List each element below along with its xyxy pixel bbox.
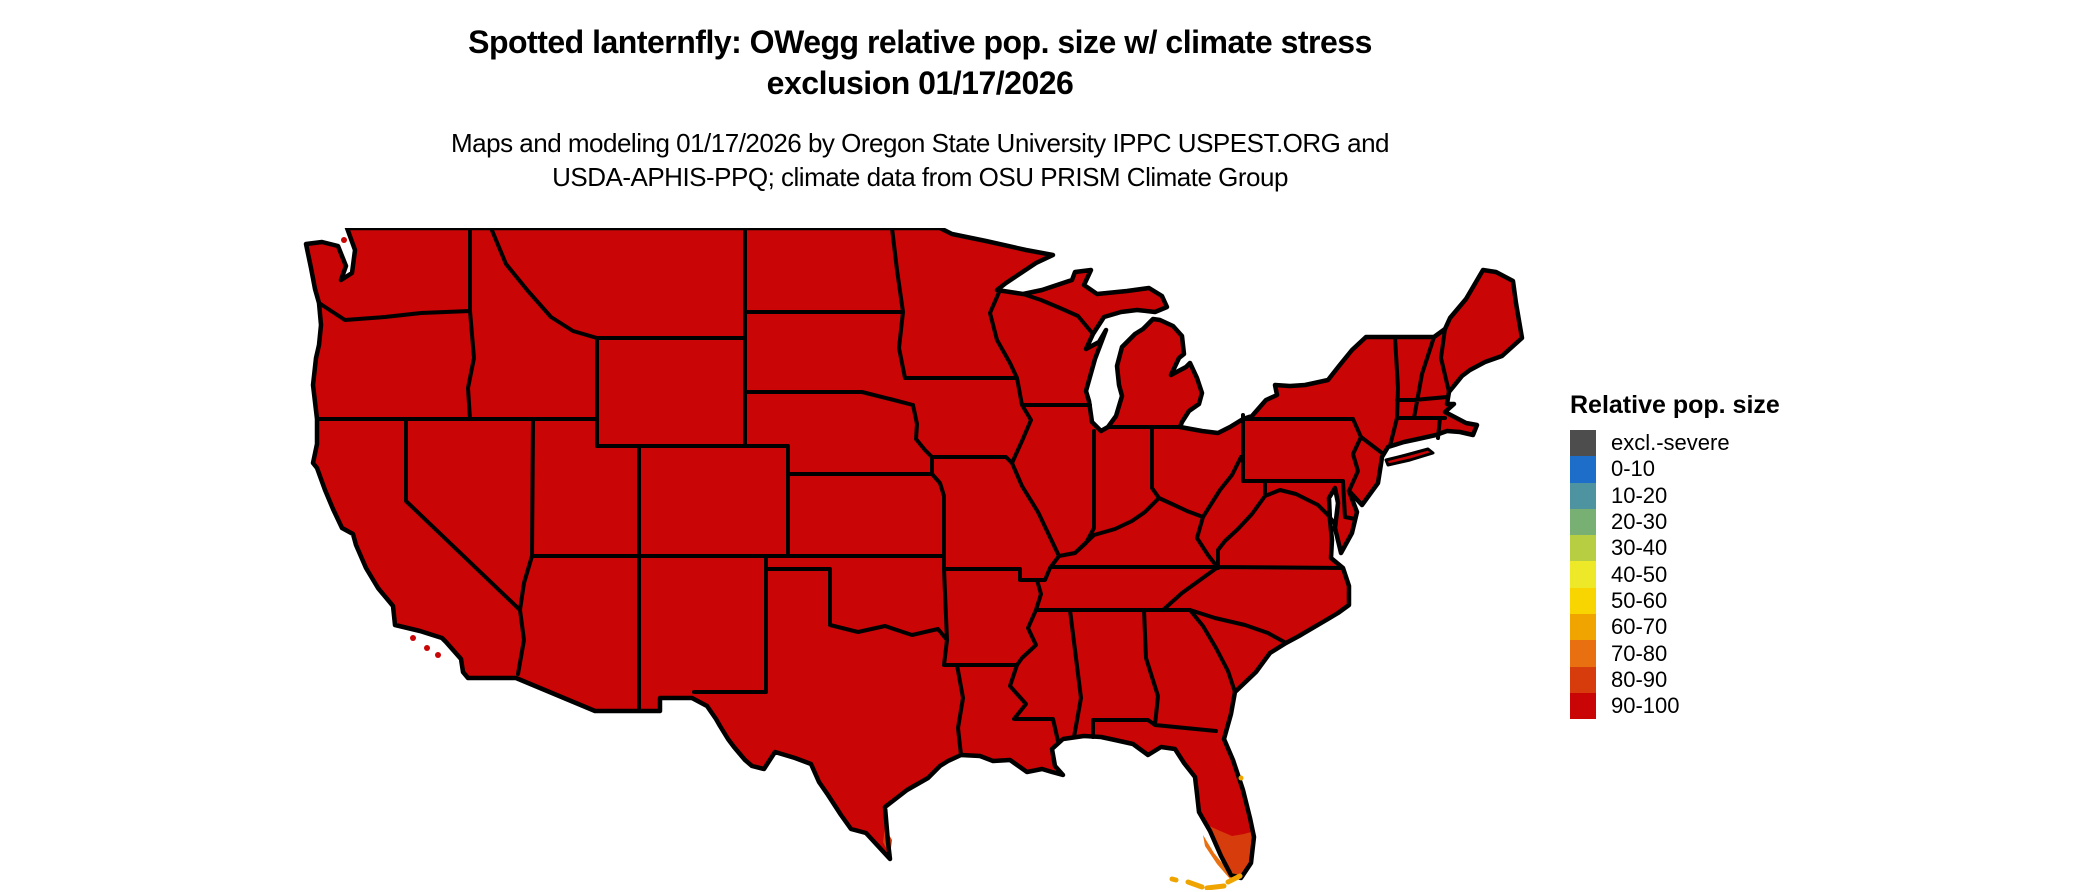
legend-item: 30-40 xyxy=(1570,535,1780,562)
legend-item-label: excl.-severe xyxy=(1611,430,1730,456)
channel-island-dot xyxy=(424,645,430,651)
legend-item-label: 90-100 xyxy=(1611,693,1680,719)
legend-item-label: 30-40 xyxy=(1611,535,1668,561)
legend-swatch xyxy=(1570,640,1596,667)
legend-item-label: 10-20 xyxy=(1611,482,1668,508)
legend-swatch xyxy=(1570,508,1596,536)
legend-item-label: 40-50 xyxy=(1611,561,1668,587)
figure-title: Spotted lanternfly: OWegg relative pop. … xyxy=(150,22,1690,104)
legend-item: 0-10 xyxy=(1570,456,1780,483)
offshore-islands xyxy=(341,237,1244,781)
legend-rows: excl.-severe 0-10 10-20 20-30 30-40 40-50 50-6… xyxy=(1570,430,1780,720)
subtitle-line-1: Maps and modeling 01/17/2026 by Oregon S… xyxy=(450,128,1390,158)
legend-swatch xyxy=(1570,692,1596,720)
legend-swatch xyxy=(1570,614,1596,641)
legend-item-label: 60-70 xyxy=(1611,614,1668,640)
legend-item: 10-20 xyxy=(1570,482,1780,509)
channel-island-dot xyxy=(435,652,441,658)
legend-swatch xyxy=(1570,535,1596,562)
florida-keys xyxy=(1169,873,1243,890)
legend-swatch xyxy=(1570,430,1596,457)
florida-80-90-region xyxy=(1205,824,1253,878)
channel-island-dot xyxy=(410,635,416,641)
legend-swatch xyxy=(1570,482,1596,509)
legend-title: Relative pop. size xyxy=(1570,391,1780,419)
title-line-2: exclusion 01/17/2026 xyxy=(766,65,1074,101)
us-land-fill xyxy=(306,228,1522,878)
legend-swatch xyxy=(1570,561,1596,588)
legend-swatch xyxy=(1570,587,1596,615)
legend-item: 70-80 xyxy=(1570,640,1780,667)
legend-item: 90-100 xyxy=(1570,692,1780,720)
us-coast-outline xyxy=(303,228,1525,881)
legend-item-label: 70-80 xyxy=(1611,640,1668,666)
legend-item: 40-50 xyxy=(1570,561,1780,588)
legend-item: 20-30 xyxy=(1570,508,1780,536)
long-island xyxy=(1384,447,1435,467)
legend-item-label: 80-90 xyxy=(1611,666,1668,692)
us-map xyxy=(303,228,1525,890)
legend-item-label: 0-10 xyxy=(1611,456,1656,482)
legend-item: 50-60 xyxy=(1570,587,1780,615)
legend-item: 60-70 xyxy=(1570,614,1780,641)
legend-item: 80-90 xyxy=(1570,666,1780,693)
legend-item: excl.-severe xyxy=(1570,430,1780,457)
figure-subtitle: Maps and modeling 01/17/2026 by Oregon S… xyxy=(150,126,1690,194)
san-juan-island-dot xyxy=(341,237,347,243)
subtitle-line-2: USDA-APHIS-PPQ; climate data from OSU PR… xyxy=(552,162,1288,192)
state-borders xyxy=(315,228,1451,757)
florida-coast-fringe-dot xyxy=(1238,775,1244,781)
legend-swatch xyxy=(1570,666,1596,693)
title-line-1: Spotted lanternfly: OWegg relative pop. … xyxy=(468,24,1372,60)
legend-item-label: 50-60 xyxy=(1611,587,1668,613)
legend-item-label: 20-30 xyxy=(1611,509,1668,535)
legend: Relative pop. size excl.-severe 0-10 10-20… xyxy=(1570,390,1780,720)
legend-swatch xyxy=(1570,456,1596,483)
